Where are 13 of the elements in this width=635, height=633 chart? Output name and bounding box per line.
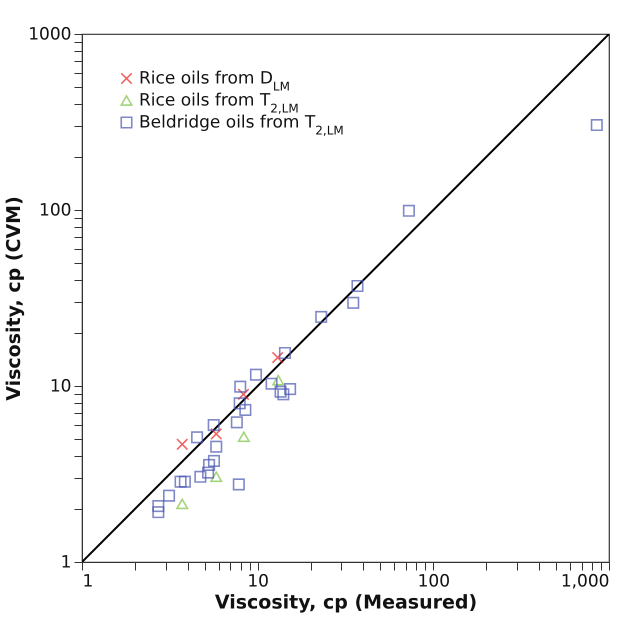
legend-label: Beldridge oils from T$_{2,LM}$ (139, 112, 344, 138)
y-tick-label: 1000 (28, 24, 72, 44)
x-tick-label: 10 (247, 572, 269, 592)
y-tick-label: 100 (39, 200, 72, 220)
y-axis-title: Viscosity, cp (CVM) (3, 196, 26, 401)
y-tick-label: 10 (50, 376, 72, 396)
legend-label: Rice oils from T$_{2,LM}$ (139, 90, 299, 116)
legend-label: Rice oils from D$_{LM}$ (139, 68, 290, 94)
x-tick-label: 1 (82, 572, 94, 592)
y-tick-label: 1 (60, 552, 72, 572)
x-tick-label: 100 (418, 572, 450, 592)
x-axis-title: Viscosity, cp (Measured) (214, 592, 478, 614)
x-tick-label: 1,000 (560, 572, 610, 592)
